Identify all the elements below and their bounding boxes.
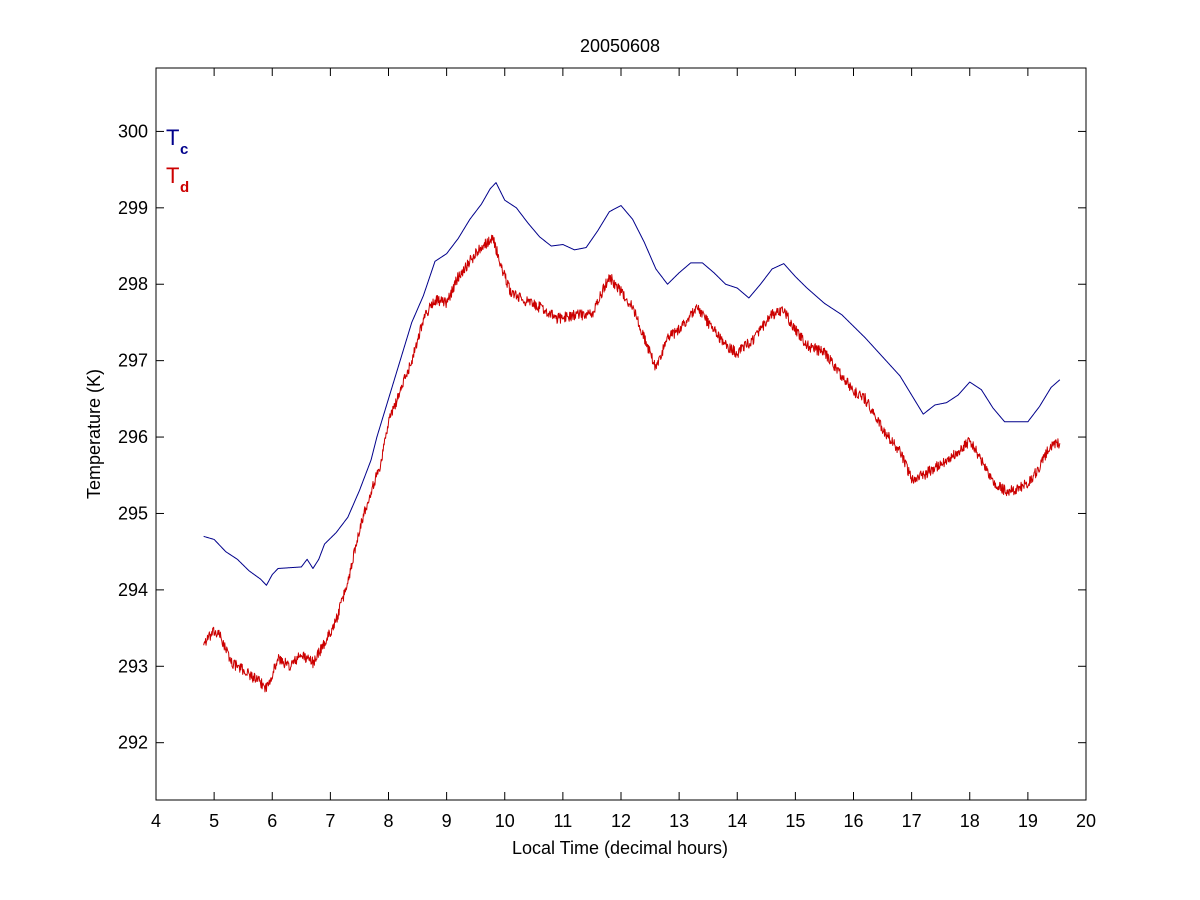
x-tick-label: 6: [267, 811, 277, 831]
series-line-d: [203, 234, 1061, 693]
x-tick-label: 7: [325, 811, 335, 831]
x-tick-label: 8: [383, 811, 393, 831]
series-line-c: [203, 182, 1061, 586]
legend-entry-subscript-c: c: [180, 141, 188, 158]
x-tick-label: 18: [960, 811, 980, 831]
y-axis-label: Temperature (K): [84, 369, 104, 499]
x-tick-label: 9: [442, 811, 452, 831]
legend-entry-c: T: [166, 125, 179, 150]
x-tick-label: 4: [151, 811, 161, 831]
y-tick-label: 292: [118, 733, 148, 753]
x-tick-label: 16: [843, 811, 863, 831]
y-axis-ticks: 292 293 294 295 296 297 298 299 300: [118, 121, 1086, 753]
y-tick-label: 293: [118, 656, 148, 676]
x-tick-label: 20: [1076, 811, 1096, 831]
y-tick-label: 297: [118, 351, 148, 371]
x-tick-label: 5: [209, 811, 219, 831]
x-tick-label: 12: [611, 811, 631, 831]
x-tick-label: 14: [727, 811, 747, 831]
plot-area: 4 5 6 7 8 9 10 11 12 13 14 15 16 17 18 19 20 29229329429…: [118, 67, 1096, 831]
legend-entry-d: T: [166, 163, 179, 188]
y-tick-label: 294: [118, 580, 148, 600]
y-tick-label: 298: [118, 274, 148, 294]
chart-title: 20050608: [580, 36, 660, 56]
x-tick-label: 15: [785, 811, 805, 831]
legend-entry-subscript-d: d: [180, 179, 189, 196]
x-tick-label: 13: [669, 811, 689, 831]
series-layer: [203, 182, 1061, 693]
x-axis-label: Local Time (decimal hours): [512, 838, 728, 858]
x-axis-ticks: 4 5 6 7 8 9 10 11 12 13 14 15 16 17 18 19 20: [151, 68, 1096, 831]
y-tick-label: 296: [118, 427, 148, 447]
x-tick-label: 11: [554, 811, 573, 831]
y-tick-label: 295: [118, 503, 148, 523]
y-tick-label: 299: [118, 198, 148, 218]
x-tick-label: 19: [1018, 811, 1038, 831]
x-tick-label: 10: [495, 811, 515, 831]
x-tick-label: 17: [902, 811, 922, 831]
y-tick-label: 300: [118, 121, 148, 141]
